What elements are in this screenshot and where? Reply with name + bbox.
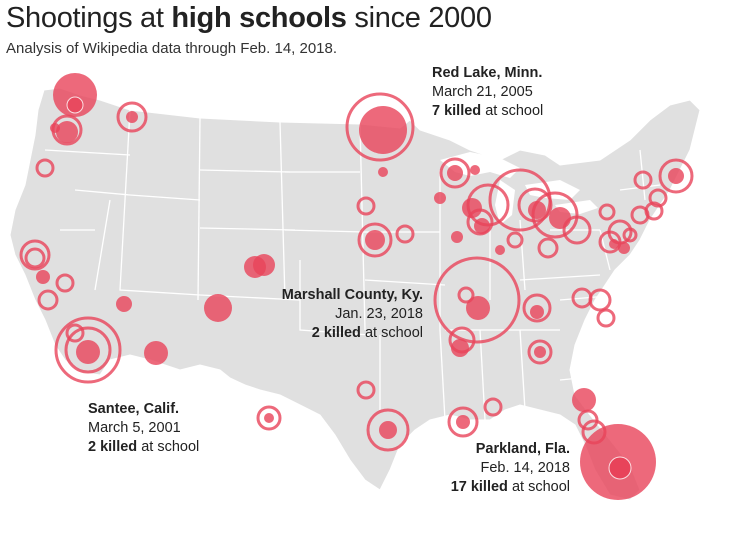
incident-marker: [433, 256, 521, 344]
map-title: Shootings at high schools since 2000: [6, 2, 492, 34]
incident-marker: [495, 245, 505, 255]
incident-marker: [36, 270, 50, 284]
incident-marker: [648, 188, 668, 208]
incident-marker: [434, 192, 446, 204]
incident-marker: [204, 294, 232, 322]
incident-marker: [618, 242, 630, 254]
callout-date: March 21, 2005: [432, 84, 533, 100]
callout-date: March 5, 2001: [88, 420, 181, 436]
incident-marker: [53, 73, 97, 117]
incident-marker: [470, 165, 480, 175]
incident-marker: [365, 230, 385, 250]
incident-marker: [126, 111, 138, 123]
incident-marker: [572, 388, 596, 412]
incident-marker: [37, 289, 59, 311]
incident-marker: [588, 288, 612, 312]
incident-marker: [456, 415, 470, 429]
incident-marker: [598, 230, 622, 254]
incident-marker: [378, 167, 388, 177]
callout-santee: Santee, Calif. March 5, 2001 2 killed at…: [88, 400, 199, 457]
incident-marker: [622, 227, 638, 243]
callout-killed: 17 killed at school: [450, 479, 570, 495]
incident-marker: [56, 121, 78, 143]
incident-marker: [116, 296, 132, 312]
incident-marker: [253, 254, 275, 276]
incident-marker: [66, 96, 84, 114]
incident-marker: [256, 405, 282, 431]
incident-marker: [462, 198, 482, 218]
incident-marker: [345, 92, 415, 162]
incident-marker: [596, 308, 616, 328]
incident-marker: [35, 158, 55, 178]
map-subtitle: Analysis of Wikipedia data through Feb. …: [6, 40, 338, 57]
incident-marker: [395, 224, 415, 244]
incident-marker: [457, 286, 475, 304]
incident-marker: [264, 413, 274, 423]
incident-marker: [76, 340, 100, 364]
incident-marker: [19, 239, 51, 271]
incident-marker: [451, 231, 463, 243]
incident-marker: [530, 305, 544, 319]
incident-marker: [527, 339, 553, 365]
incident-marker: [466, 208, 494, 236]
incident-marker: [447, 406, 479, 438]
incident-marker: [483, 397, 503, 417]
incident-marker: [357, 222, 393, 258]
callout-red-lake: Red Lake, Minn. March 21, 2005 7 killed …: [432, 64, 543, 121]
incident-marker: [50, 123, 60, 133]
incident-marker: [54, 316, 122, 384]
incident-marker: [668, 168, 684, 184]
incident-marker: [633, 170, 653, 190]
incident-marker: [356, 380, 376, 400]
incident-marker: [549, 207, 571, 229]
incident-marker: [447, 165, 463, 181]
incident-marker: [474, 218, 490, 234]
callout-date: Jan. 23, 2018: [335, 306, 423, 322]
callout-parkland: Parkland, Fla. Feb. 14, 2018 17 killed a…: [451, 440, 570, 497]
callout-place: Santee, Calif.: [88, 401, 180, 417]
callout-killed: 2 killed at school: [88, 439, 200, 455]
incident-marker: [144, 341, 168, 365]
incident-marker: [531, 191, 579, 239]
incident-marker: [609, 239, 619, 249]
incident-marker: [534, 346, 546, 358]
incident-marker: [439, 157, 471, 189]
incident-marker: [116, 101, 148, 133]
callout-date: Feb. 14, 2018: [480, 460, 571, 476]
incident-markers: [19, 73, 694, 500]
incident-marker: [506, 231, 524, 249]
callout-marshall-county: Marshall County, Ky. Jan. 23, 2018 2 kil…: [282, 286, 423, 343]
incident-marker: [451, 339, 469, 357]
incident-marker: [24, 247, 46, 269]
callout-killed: 7 killed at school: [432, 103, 544, 119]
incident-marker: [379, 421, 397, 439]
incident-marker: [356, 196, 376, 216]
incident-marker: [55, 273, 75, 293]
callout-place: Red Lake, Minn.: [432, 65, 543, 81]
callout-place: Marshall County, Ky.: [281, 287, 423, 303]
incident-marker: [562, 215, 592, 245]
incident-marker: [608, 456, 632, 480]
incident-marker: [598, 203, 616, 221]
callout-place: Parkland, Fla.: [475, 441, 570, 457]
incident-marker: [630, 205, 650, 225]
incident-marker: [65, 323, 85, 343]
incident-marker: [466, 296, 490, 320]
incident-marker: [359, 106, 407, 154]
incident-marker: [537, 237, 559, 259]
incident-marker: [64, 326, 112, 374]
callout-killed: 2 killed at school: [311, 325, 423, 341]
incident-marker: [522, 293, 552, 323]
incident-marker: [366, 408, 410, 452]
incident-marker: [658, 158, 694, 194]
